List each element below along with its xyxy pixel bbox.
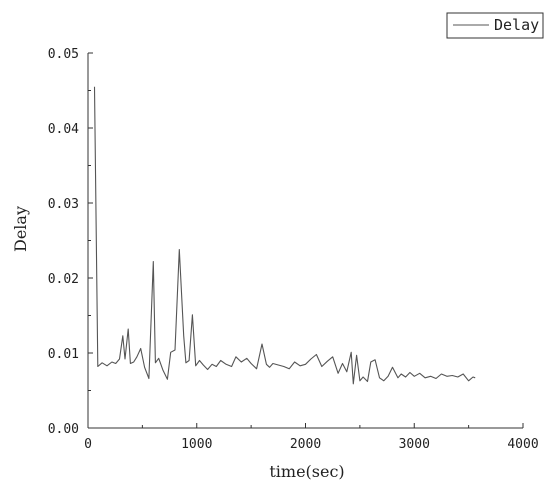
y-tick-label: 0.00 bbox=[48, 422, 79, 437]
x-tick-label: 4000 bbox=[507, 437, 538, 452]
y-tick-label: 0.04 bbox=[48, 122, 79, 137]
series-line-delay bbox=[93, 86, 476, 385]
ticks bbox=[87, 52, 524, 429]
y-tick-label: 0.05 bbox=[48, 47, 79, 62]
x-tick-label: 1000 bbox=[181, 437, 212, 452]
axes bbox=[87, 53, 523, 429]
legend: Delay bbox=[446, 12, 544, 39]
legend-label: Delay bbox=[494, 16, 539, 34]
series-layer bbox=[93, 86, 476, 385]
tick-labels: 0 1000 2000 3000 4000 0.00 0.01 0.02 0.03 0.04 0.0… bbox=[48, 47, 539, 452]
x-tick-label: 2000 bbox=[290, 437, 321, 452]
y-tick-label: 0.02 bbox=[48, 272, 79, 287]
y-axis-title: Delay bbox=[11, 206, 30, 252]
x-tick-label: 0 bbox=[84, 437, 92, 452]
y-tick-label: 0.03 bbox=[48, 197, 79, 212]
y-tick-label: 0.01 bbox=[48, 347, 79, 362]
x-tick-label: 3000 bbox=[399, 437, 430, 452]
x-axis-title: time(sec) bbox=[269, 462, 344, 481]
